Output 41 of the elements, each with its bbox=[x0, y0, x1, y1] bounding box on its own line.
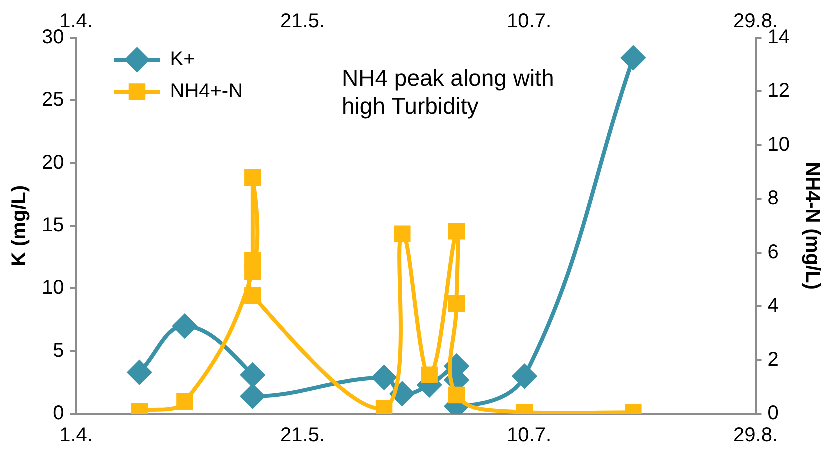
point bbox=[421, 366, 438, 384]
legend-label: K+ bbox=[170, 48, 196, 71]
point bbox=[244, 252, 262, 270]
y-tick-label: 30 bbox=[42, 26, 64, 49]
x-tick-label: 21.5. bbox=[280, 10, 325, 33]
point bbox=[621, 46, 646, 70]
y2-tick-label: 0 bbox=[768, 402, 779, 425]
x-tick-label: 10.7. bbox=[507, 10, 552, 33]
point bbox=[128, 360, 152, 385]
y2-tick-label: 6 bbox=[768, 241, 779, 264]
point bbox=[448, 386, 466, 404]
x2-tick-label: 21.5. bbox=[280, 424, 325, 447]
legend-label: NH4+-N bbox=[170, 80, 244, 103]
point bbox=[240, 384, 265, 408]
y2-tick-label: 4 bbox=[768, 295, 779, 318]
y-tick-label: 25 bbox=[42, 89, 64, 112]
annotation: NH4 peak along with high Turbidity bbox=[342, 64, 556, 120]
x2-tick-label: 29.8. bbox=[734, 424, 778, 447]
y-tick-label: 20 bbox=[42, 152, 64, 174]
point bbox=[244, 287, 262, 304]
x2-tick-label: 10.7. bbox=[507, 424, 552, 447]
point bbox=[240, 363, 265, 388]
y-tick-label: 10 bbox=[42, 277, 64, 300]
y-tick-label: 15 bbox=[42, 214, 64, 237]
y2-tick-label: 2 bbox=[768, 348, 779, 371]
point bbox=[512, 364, 537, 388]
y2-axis-title: NH4-N (mg/L) bbox=[801, 162, 824, 290]
y-axis-title: K (mg/L) bbox=[8, 185, 31, 267]
point bbox=[244, 169, 262, 186]
point bbox=[372, 366, 396, 390]
y-tick-label: 5 bbox=[53, 340, 64, 362]
x2-tick-label: 1.4. bbox=[60, 424, 93, 447]
point bbox=[394, 226, 411, 242]
y-tick-label: 0 bbox=[53, 402, 64, 425]
point bbox=[448, 296, 466, 312]
y2-tick-label: 8 bbox=[768, 188, 779, 210]
y2-tick-label: 12 bbox=[768, 80, 790, 102]
point bbox=[448, 223, 466, 240]
point bbox=[172, 314, 197, 338]
y2-tick-label: 10 bbox=[768, 134, 790, 156]
point bbox=[176, 394, 194, 410]
